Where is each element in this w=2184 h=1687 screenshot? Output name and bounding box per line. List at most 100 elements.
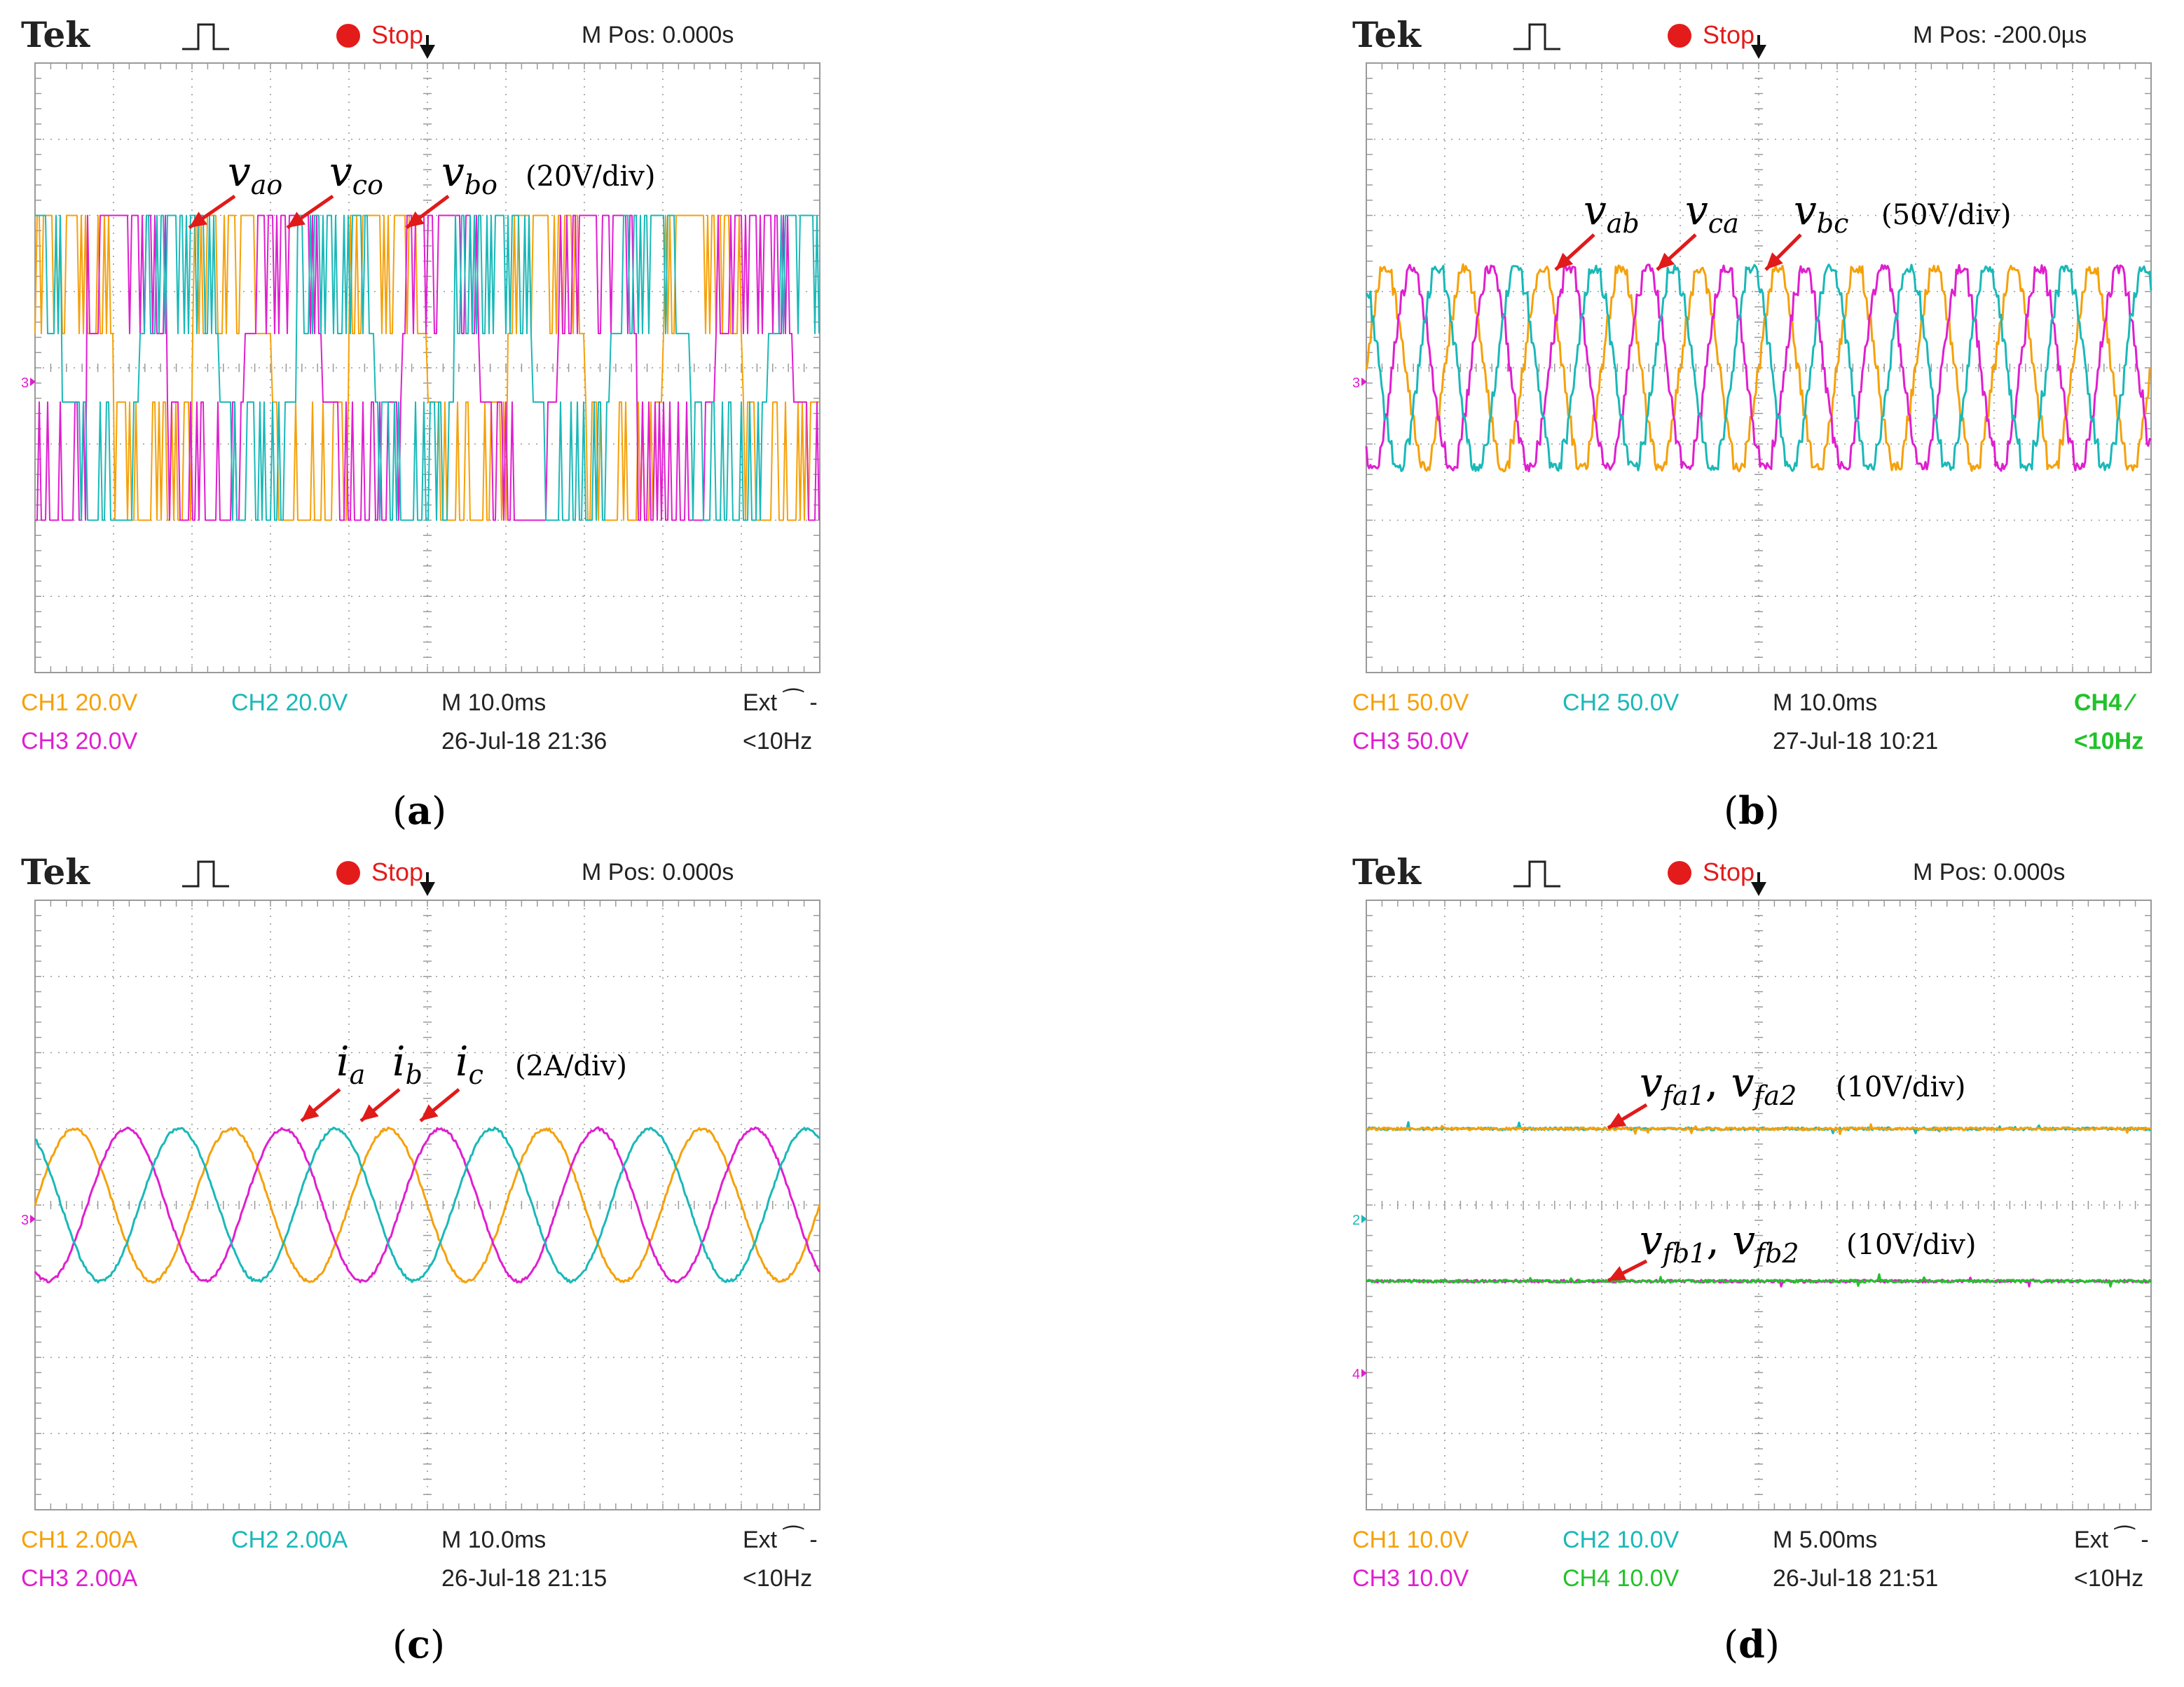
footer-ch3: CH3 50.0V xyxy=(1352,728,1469,755)
scale-label: (50V/div) xyxy=(1881,199,2011,231)
label-vco: vco xyxy=(329,148,383,200)
stop-indicator-icon xyxy=(1668,861,1691,885)
brand-label: Tek xyxy=(21,851,90,893)
stop-indicator-icon xyxy=(336,861,360,885)
annotation-arrow xyxy=(1554,233,1595,271)
footer-freq: <10Hz xyxy=(2074,1565,2144,1592)
trace-v-fb2 xyxy=(1366,1273,2152,1288)
label-ib: ib xyxy=(392,1038,423,1090)
footer-date: 26-Jul-18 21:36 xyxy=(441,728,607,755)
trigger-position-marker xyxy=(1751,35,1766,59)
graticule-grid xyxy=(1366,62,2152,673)
footer-time: M 10.0ms xyxy=(441,689,547,716)
trace-v-fa2 xyxy=(1366,1123,2152,1136)
trace-v-ao xyxy=(34,214,819,521)
caption: (b) xyxy=(1724,788,1780,833)
caption: (a) xyxy=(392,788,447,833)
footer-freq: <10Hz xyxy=(2074,728,2144,755)
brand-label: Tek xyxy=(1352,14,1421,55)
label-vfa1: vfa1, vfa2 xyxy=(1640,1059,1797,1111)
ground-level-marker: 3 xyxy=(21,1213,36,1228)
trigger-pulse-icon xyxy=(1513,860,1560,888)
svg-text:2: 2 xyxy=(1352,1213,1360,1228)
brand-label: Tek xyxy=(1352,851,1421,893)
ground-level-marker: 3 xyxy=(21,376,36,391)
annotation-arrow xyxy=(286,194,334,230)
m-pos: M Pos: -200.0µs xyxy=(1913,22,2087,48)
panel-d: Tek Stop M Pos: 0.000s 2 4 vfa1, vfa2 (10V/… xyxy=(1352,844,2179,1685)
footer-ch3: CH3 10.0V xyxy=(1352,1565,1469,1592)
footer-time: M 10.0ms xyxy=(1773,689,1878,716)
ground-level-marker: 2 xyxy=(1352,1213,1367,1228)
trigger-position-marker xyxy=(420,872,435,896)
status-stop: Stop xyxy=(1703,858,1755,886)
annotation-arrow xyxy=(300,1088,341,1122)
m-pos: M Pos: 0.000s xyxy=(582,859,734,886)
status-stop: Stop xyxy=(371,20,424,49)
status-stop: Stop xyxy=(1703,20,1755,49)
label-vao: vao xyxy=(228,148,282,200)
footer-time: M 10.0ms xyxy=(441,1527,547,1553)
brand-label: Tek xyxy=(21,14,90,55)
footer-ch1: CH1 50.0V xyxy=(1352,689,1469,716)
m-pos: M Pos: 0.000s xyxy=(582,22,734,48)
annotation-arrow xyxy=(359,1088,401,1122)
annotation-arrow xyxy=(1607,1103,1648,1130)
trace-i-b xyxy=(34,1126,821,1284)
trigger-pulse-icon xyxy=(182,860,229,888)
footer-ch1: CH1 20.0V xyxy=(21,689,138,716)
trace-v-bo xyxy=(35,214,820,521)
label-vfb1: vfb1, vfb2 xyxy=(1640,1216,1799,1269)
label-vbc: vbc xyxy=(1794,186,1848,239)
status-stop: Stop xyxy=(371,858,424,886)
stop-indicator-icon xyxy=(1668,24,1691,48)
footer-ch2: CH2 2.00A xyxy=(231,1527,348,1553)
footer-freq: <10Hz xyxy=(743,1565,813,1592)
label-vca: vca xyxy=(1685,186,1739,239)
footer-date: 26-Jul-18 21:15 xyxy=(441,1565,607,1592)
ground-level-marker: 3 xyxy=(1352,376,1367,391)
annotation-arrow xyxy=(1607,1259,1648,1283)
trace-i-c xyxy=(34,1126,820,1283)
footer-ch1: CH1 10.0V xyxy=(1352,1527,1469,1553)
footer-trigger: Ext ⁀ - xyxy=(2074,1527,2149,1553)
caption: (c) xyxy=(392,1622,446,1667)
footer-trigger: Ext ⁀ - xyxy=(743,689,818,716)
footer-ch2: CH2 50.0V xyxy=(1563,689,1680,716)
m-pos: M Pos: 0.000s xyxy=(1913,859,2066,886)
graticule-grid xyxy=(34,900,820,1510)
scope-graticule: 3 vao vco vbo (20V/div) xyxy=(21,35,820,673)
scope-graticule: 3 vab vca vbc (50V/div) xyxy=(1352,35,2152,673)
ground-level-marker: 4 xyxy=(1352,1367,1367,1382)
footer-ch1: CH1 2.00A xyxy=(21,1527,138,1553)
trace-v-ab xyxy=(1365,263,2152,473)
label-vbo: vbo xyxy=(441,148,497,200)
panel-b: Tek Stop M Pos: -200.0µs 3 vab vca vbc (50V/… xyxy=(1352,7,2179,855)
annotation-arrow xyxy=(1656,233,1697,271)
label-ic: ic xyxy=(455,1038,483,1090)
trigger-position-marker xyxy=(420,35,435,59)
footer-ch3: CH3 20.0V xyxy=(21,728,138,755)
scale-label: (2A/div) xyxy=(515,1050,627,1082)
footer-date: 26-Jul-18 21:51 xyxy=(1773,1565,1939,1592)
annotation-arrow xyxy=(405,195,450,229)
svg-text:4: 4 xyxy=(1352,1367,1360,1382)
svg-text:3: 3 xyxy=(21,376,29,391)
scale-label: (20V/div) xyxy=(526,160,655,193)
trigger-pulse-icon xyxy=(182,23,229,50)
panel-a: Tek Stop M Pos: 0.000s 3 vao vco vbo (20V/di… xyxy=(21,7,848,855)
footer-ch2: CH2 10.0V xyxy=(1563,1527,1680,1553)
trace-v-co xyxy=(35,214,820,521)
caption: (d) xyxy=(1724,1622,1780,1667)
stop-indicator-icon xyxy=(336,24,360,48)
label-ia: ia xyxy=(336,1038,365,1090)
graticule-grid xyxy=(1366,900,2152,1510)
trace-v-ca xyxy=(1365,263,2152,472)
trigger-pulse-icon xyxy=(1513,23,1560,50)
footer-trigger: Ext ⁀ - xyxy=(743,1527,818,1553)
svg-text:3: 3 xyxy=(1352,376,1360,391)
scope-graticule: 2 4 vfa1, vfa2 (10V/div) vfb1, vfb2 (10V/div) xyxy=(1352,872,2152,1510)
panel-c: Tek Stop M Pos: 0.000s 3 ia ib ic (2A/div) C… xyxy=(21,844,848,1685)
footer-ch4: CH4 ⁄ xyxy=(2074,689,2133,716)
label-vab: vab xyxy=(1584,186,1640,239)
